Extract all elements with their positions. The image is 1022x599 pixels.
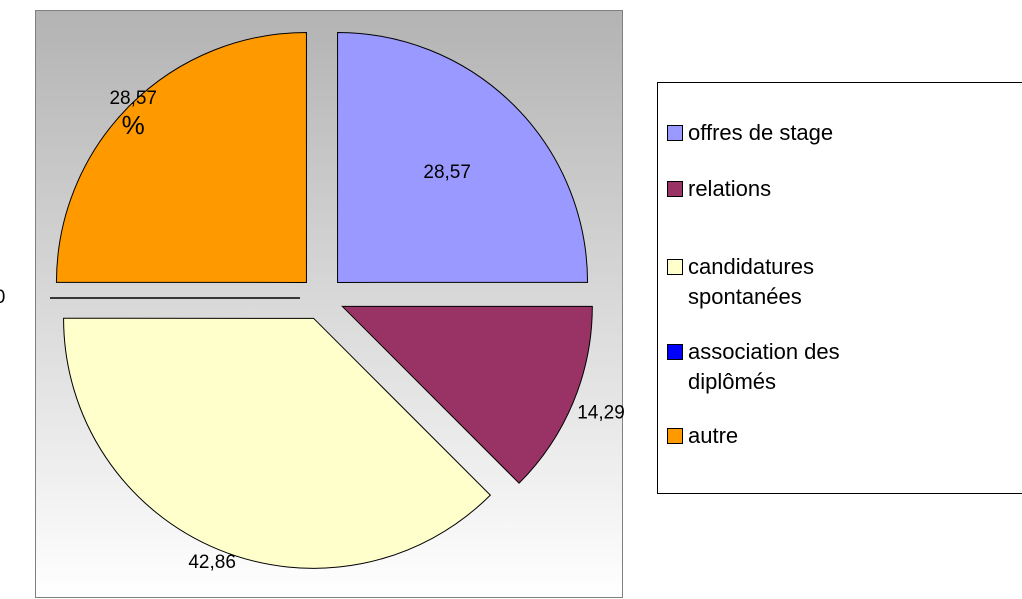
legend-swatch: [667, 181, 683, 197]
legend-swatch: [667, 428, 683, 444]
legend-label: candidatures spontanées: [688, 254, 814, 309]
data-label-line: 28,57: [109, 88, 157, 109]
legend-label-line: candidatures: [688, 254, 814, 279]
data-label: 14,29: [577, 403, 625, 424]
legend-label: autre: [688, 423, 738, 448]
legend-swatch: [667, 344, 683, 360]
legend-swatch: [667, 259, 683, 275]
slice: [341, 305, 593, 484]
legend-label: relations: [688, 176, 771, 201]
data-label-line: %: [122, 110, 145, 140]
legend-box: [657, 82, 1022, 494]
legend-label: association des diplômés: [688, 339, 840, 394]
data-label: 0: [0, 287, 5, 308]
data-label: 28,57%: [109, 88, 157, 140]
data-label: 28,57: [423, 162, 471, 183]
legend-label-line: spontanées: [688, 284, 802, 309]
legend-label-line: diplômés: [688, 369, 776, 394]
legend-label: offres de stage: [688, 120, 833, 145]
slice: [337, 31, 589, 283]
slice: [63, 317, 492, 569]
legend-label-line: association des: [688, 339, 840, 364]
slice: [55, 31, 307, 283]
legend-swatch: [667, 125, 683, 141]
data-label: 42,86: [188, 552, 236, 573]
